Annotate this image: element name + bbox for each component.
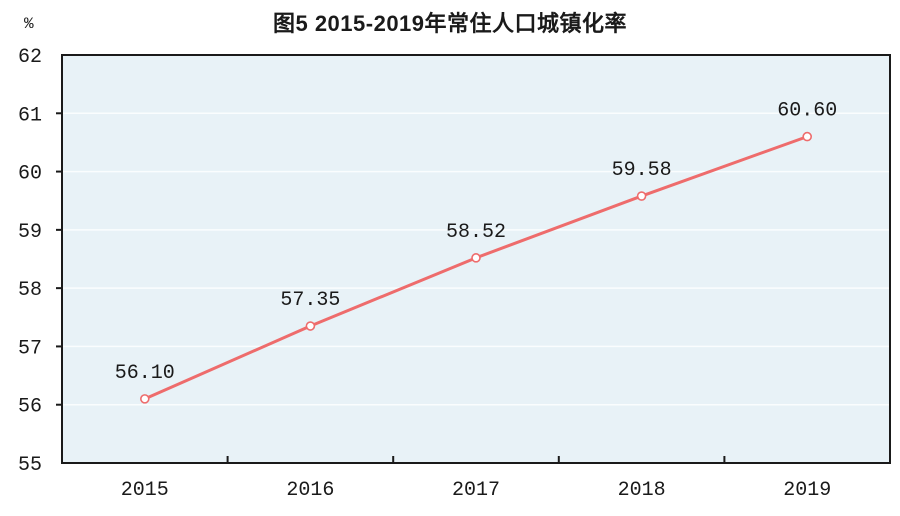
y-axis-tick-label: 56	[18, 396, 42, 419]
y-axis-tick-label: 61	[18, 104, 42, 127]
data-point-marker	[471, 253, 481, 263]
y-axis-tick-label: 55	[18, 454, 42, 477]
x-axis-tick-label: 2015	[121, 479, 169, 502]
chart-title: 图5 2015-2019年常住人口城镇化率	[272, 11, 628, 36]
y-axis-tick-label: 58	[18, 279, 42, 302]
y-axis-tick-label: 57	[18, 337, 42, 360]
data-point-label: 56.10	[115, 362, 175, 385]
x-axis-tick-label: 2016	[286, 479, 334, 502]
plot-border	[61, 54, 891, 464]
y-axis-tick-label: 60	[18, 163, 42, 186]
data-point-marker	[802, 131, 813, 142]
x-axis-tick-label: 2018	[618, 479, 666, 502]
data-point-marker	[636, 191, 647, 201]
x-axis-tick-label: 2019	[783, 479, 831, 502]
data-point-label: 60.60	[777, 100, 837, 123]
y-axis-unit-label: %	[24, 15, 34, 33]
y-axis-tick-label: 62	[18, 46, 42, 69]
data-point-label: 58.52	[446, 221, 506, 244]
data-point-marker	[140, 394, 150, 404]
data-point-label: 59.58	[612, 159, 672, 182]
data-point-marker	[305, 321, 316, 331]
y-axis-tick-label: 59	[18, 221, 42, 244]
x-axis-tick-label: 2017	[452, 479, 500, 502]
data-point-label: 57.35	[280, 289, 340, 312]
